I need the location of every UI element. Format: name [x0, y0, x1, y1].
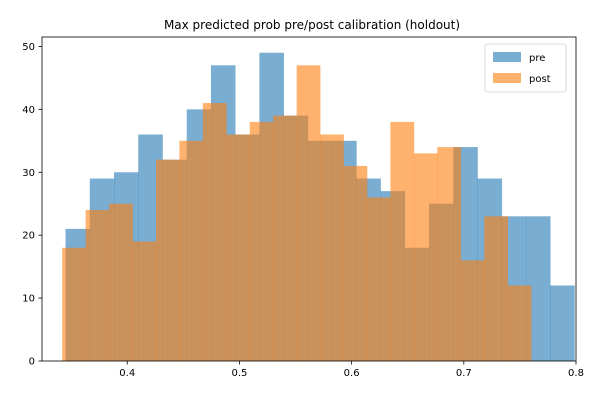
plot-frame [41, 36, 577, 362]
bar-post-0 [62, 247, 86, 361]
bar-post-6 [202, 103, 227, 361]
axes-layer: 0.4 0.5 0.6 0.7 0.8 0 10 20 30 40 50 [22, 36, 584, 379]
bar-post-4 [155, 159, 180, 361]
bar-post-10 [296, 65, 321, 361]
bar-post-16 [437, 147, 462, 361]
y-tick-label-2: 20 [22, 231, 35, 242]
bar-pre-20 [550, 285, 575, 361]
bar-post-12 [343, 165, 368, 361]
x-tick-label-0: 0.4 [119, 368, 135, 379]
legend-label-pre: pre [529, 53, 545, 64]
legend: pre post [484, 43, 567, 93]
x-tick-label-2: 0.6 [344, 368, 360, 379]
legend-swatch-post [493, 73, 521, 83]
bar-post-14 [390, 121, 415, 362]
legend-swatch-pre [493, 52, 521, 62]
bar-post-19 [507, 285, 532, 361]
x-tick-label-3: 0.7 [456, 368, 472, 379]
y-tick-label-0: 0 [29, 357, 35, 368]
bar-post-5 [179, 140, 204, 361]
legend-box [484, 43, 567, 93]
bar-post-1 [85, 210, 110, 361]
y-tick-label-4: 40 [22, 105, 35, 116]
legend-label-post: post [529, 74, 551, 85]
x-tick-label-1: 0.5 [231, 368, 247, 379]
chart-title: Max predicted prob pre/post calibration … [164, 18, 460, 32]
x-tick-label-4: 0.8 [568, 368, 584, 379]
bar-post-8 [249, 121, 274, 362]
y-tick-label-3: 30 [22, 168, 35, 179]
bar-post-11 [320, 134, 344, 361]
y-tick-label-1: 10 [22, 294, 35, 305]
bar-post-7 [226, 134, 251, 361]
bar-post-13 [367, 197, 391, 361]
bar-post-17 [460, 260, 485, 361]
series-post [62, 65, 532, 362]
bar-post-2 [109, 203, 133, 361]
bar-post-15 [413, 153, 438, 361]
bar-post-9 [273, 115, 297, 361]
bars-layer [62, 52, 575, 362]
y-tick-label-5: 50 [22, 42, 35, 53]
bar-post-18 [484, 216, 508, 361]
bar-post-3 [132, 241, 157, 361]
